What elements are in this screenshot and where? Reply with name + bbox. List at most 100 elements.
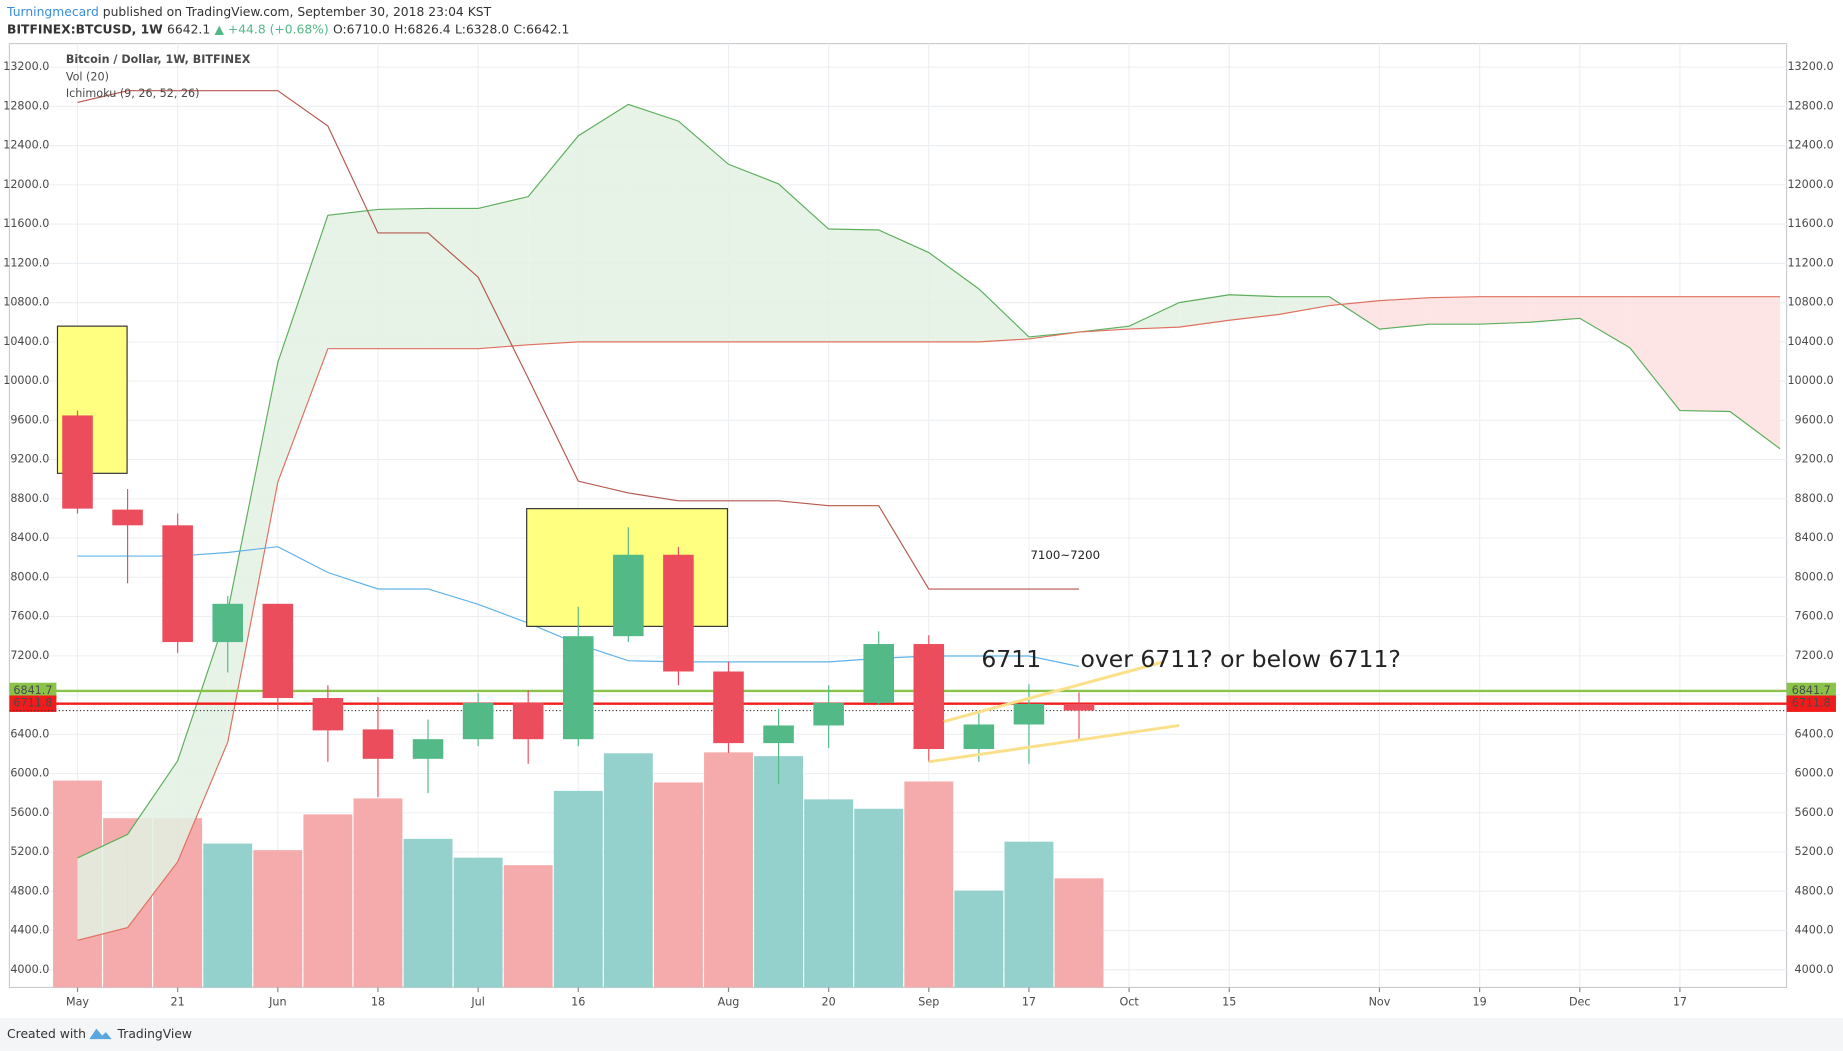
y-tick-label: 7200.0	[10, 649, 49, 662]
cloud-fill	[1729, 296, 1781, 449]
y-tick-label: 10400.0	[1787, 335, 1833, 348]
x-tick-label: Jun	[268, 996, 286, 1009]
logo	[89, 1028, 112, 1040]
plot-layer: 4000.0 4000.0 4400.0 4400.0 4800.0 4800.0 5200…	[3, 43, 1836, 1009]
candle-body	[863, 644, 894, 703]
volume-bar	[453, 857, 503, 988]
price-label: 6841.7	[1792, 684, 1831, 697]
cloud-fill	[728, 164, 779, 342]
y-tick-label: 10800.0	[1787, 296, 1833, 309]
volume-bar	[203, 843, 253, 988]
candle-body	[613, 554, 644, 637]
cloud-fill	[277, 215, 328, 483]
ohlc: L:6328.0	[455, 22, 509, 36]
y-tick-label: 8000.0	[10, 570, 49, 583]
price-label-box	[1786, 695, 1836, 712]
span-a-line	[77, 103, 1781, 859]
y-tick-label: 7600.0	[10, 610, 49, 623]
volume-bar	[353, 798, 403, 988]
y-tick-label: 8800.0	[10, 492, 49, 505]
cloud-fill	[678, 121, 729, 342]
candle-body	[963, 724, 995, 750]
y-tick-label: 10400.0	[3, 335, 49, 348]
cloud-fill	[878, 230, 929, 342]
y-tick-label: 12400.0	[1787, 139, 1833, 152]
candle-body	[813, 702, 844, 726]
ohlc: C:6642.1	[513, 22, 569, 36]
candle-body	[412, 739, 444, 759]
price-label: 6711.8	[1792, 697, 1831, 710]
y-tick-label: 4400.0	[1795, 924, 1834, 937]
author[interactable]: Turningmecard	[6, 4, 99, 18]
span-b-line	[77, 296, 1781, 941]
cloud-fill	[1629, 296, 1680, 411]
candle-body	[663, 554, 694, 672]
price-label-box	[1786, 682, 1836, 700]
cloud-fill	[327, 209, 378, 349]
cloud-fill	[1179, 294, 1230, 328]
x-tick-label: Aug	[718, 996, 740, 1009]
volume-bar	[804, 799, 854, 988]
candle-body	[312, 697, 344, 731]
volume-bar	[603, 753, 653, 988]
y-tick-label: 5200.0	[10, 845, 49, 858]
y-tick-label: 8000.0	[1795, 570, 1834, 583]
cloud-fill	[628, 104, 679, 342]
y-tick-label: 11200.0	[1787, 256, 1833, 269]
y-tick-label: 10000.0	[3, 374, 49, 387]
y-tick-label: 6400.0	[10, 727, 49, 740]
trend-line	[928, 724, 1180, 764]
cloud-fill	[377, 208, 429, 349]
y-tick-label: 4800.0	[1795, 884, 1834, 897]
y-tick-label: 9600.0	[1795, 413, 1834, 426]
x-tick-label: May	[66, 996, 89, 1009]
header-line: Turningmecard published on TradingView.c…	[6, 4, 492, 18]
candle-body	[212, 603, 244, 643]
footer-brand[interactable]: TradingView	[117, 1027, 193, 1041]
y-tick-label: 12400.0	[3, 139, 49, 152]
x-tick-label: 21	[171, 996, 185, 1009]
cloud-fill	[1379, 297, 1430, 330]
y-tick-label: 6000.0	[10, 767, 49, 780]
cloud-fill	[1279, 296, 1330, 315]
symbol: BITFINEX:BTCUSD, 1W	[7, 22, 163, 36]
price: 6642.1	[167, 22, 210, 36]
x-tick-label: 17	[1022, 996, 1036, 1009]
volume-bar	[904, 781, 954, 988]
legend-item: Bitcoin / Dollar, 1W, BITFINEX	[66, 53, 251, 66]
cloud-fill	[778, 183, 829, 342]
y-tick-label: 10000.0	[1787, 374, 1833, 387]
x-tick-label: 18	[371, 996, 385, 1009]
volume-bar	[1054, 878, 1104, 988]
candle-body	[763, 725, 794, 744]
footer-text: Created with	[7, 1027, 86, 1041]
x-tick-label: Nov	[1369, 996, 1391, 1009]
y-tick-label: 4000.0	[1795, 963, 1834, 976]
cloud-fill	[478, 196, 529, 349]
y-tick-label: 5600.0	[1795, 806, 1834, 819]
y-tick-label: 12000.0	[3, 178, 49, 191]
y-tick-label: 7200.0	[1795, 649, 1834, 662]
y-tick-label: 8400.0	[10, 531, 49, 544]
x-tick-label: Jul	[470, 996, 484, 1009]
legend-item: Vol (20)	[66, 71, 109, 84]
candle-body	[562, 636, 594, 740]
y-tick-label: 5200.0	[1795, 845, 1834, 858]
legend-item: Ichimoku (9, 26, 52, 26)	[66, 87, 200, 100]
candle-body	[362, 729, 394, 759]
volume-bar	[503, 865, 553, 988]
candle-body	[913, 644, 945, 750]
y-tick-label: 4800.0	[10, 884, 49, 897]
y-tick-label: 6000.0	[1795, 767, 1834, 780]
x-tick-label: 16	[571, 996, 585, 1009]
published: published on TradingView.com, September …	[103, 4, 492, 18]
price-label: 6841.7	[13, 684, 52, 697]
cloud-fill	[227, 362, 278, 743]
x-tick-label: Dec	[1569, 996, 1591, 1009]
y-tick-label: 13200.0	[3, 60, 49, 73]
y-tick-label: 5600.0	[10, 806, 49, 819]
annotation: 6711	[981, 645, 1041, 673]
cloud-fill	[1129, 302, 1180, 330]
